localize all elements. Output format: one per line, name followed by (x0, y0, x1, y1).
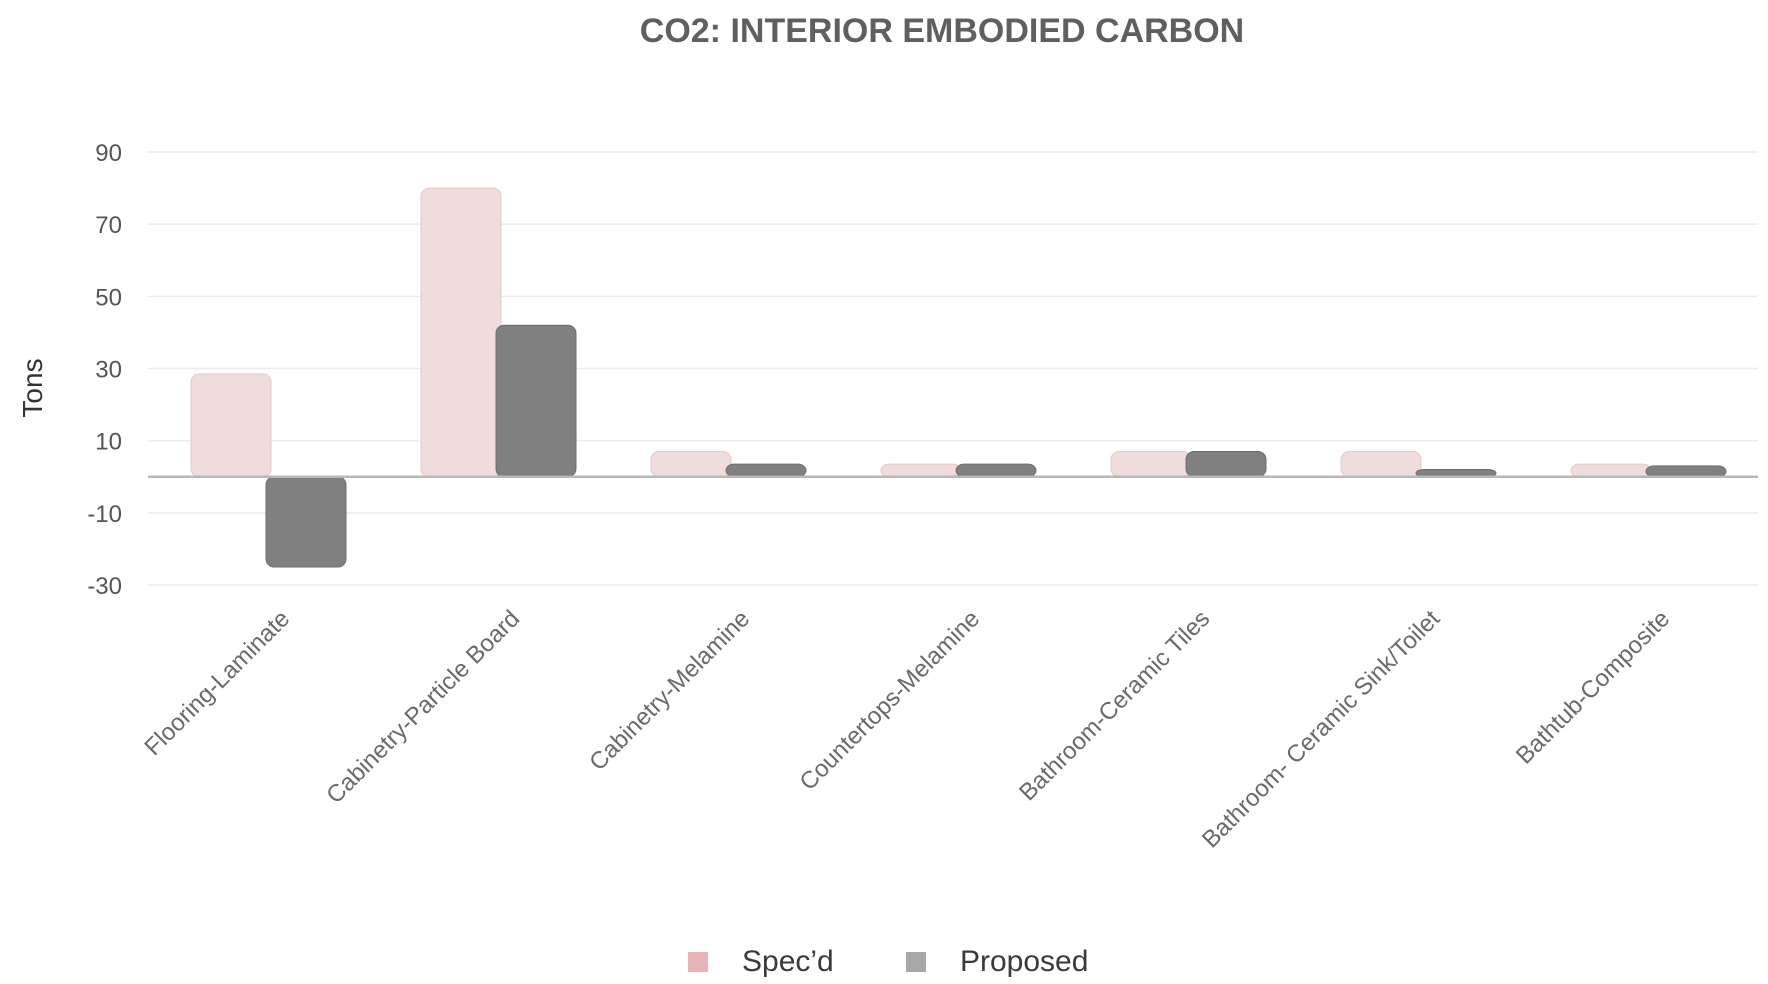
bar-specd-5 (1110, 450, 1192, 478)
grid-lines (148, 151, 1758, 586)
x-tick-label: Bathroom- Ceramic Sink/Toilet (1197, 605, 1446, 854)
bar-specd-6 (1340, 450, 1422, 478)
legend: Spec’d Proposed (688, 945, 1088, 978)
bar-proposed-4 (955, 463, 1037, 478)
x-tick-label: Bathtub-Composite (1511, 605, 1675, 769)
y-tick-label: 90 (95, 140, 122, 167)
x-tick-labels: Flooring-Laminate Cabinetry-Particle Boar… (139, 605, 1675, 854)
y-tick-label: -30 (87, 573, 122, 600)
x-tick-label: Flooring-Laminate (139, 605, 295, 761)
y-tick-labels: 90 70 50 30 10 -10 -30 (87, 140, 122, 600)
y-tick-label: 50 (95, 284, 122, 311)
bar-specd-7 (1570, 463, 1652, 478)
bar-specd-2 (420, 187, 502, 478)
x-tick-label: Cabinetry-Melamine (584, 605, 755, 776)
x-tick-label: Countertops-Melamine (794, 605, 985, 796)
legend-swatch-specd (688, 952, 708, 972)
legend-label-specd: Spec’d (742, 945, 834, 978)
bar-proposed-1 (265, 476, 347, 568)
chart-title: CO2: INTERIOR EMBODIED CARBON (640, 12, 1244, 50)
legend-label-proposed: Proposed (960, 945, 1088, 978)
y-tick-label: 70 (95, 212, 122, 239)
legend-swatch-proposed (906, 952, 926, 972)
x-tick-label: Cabinetry-Particle Board (321, 605, 525, 809)
bar-specd-1 (190, 373, 272, 478)
y-tick-label: -10 (87, 501, 122, 528)
x-tick-label: Bathroom-Ceramic Tiles (1014, 605, 1215, 806)
bar-proposed-2 (495, 324, 577, 478)
bar-specd-4 (880, 463, 962, 478)
y-axis-label: Tons (17, 358, 48, 417)
bar-proposed-3 (725, 463, 807, 478)
y-tick-label: 10 (95, 429, 122, 456)
bars (190, 187, 1727, 568)
bar-proposed-7 (1645, 465, 1727, 478)
bar-specd-3 (650, 450, 732, 478)
y-tick-label: 30 (95, 357, 122, 384)
bar-proposed-5 (1185, 450, 1267, 478)
